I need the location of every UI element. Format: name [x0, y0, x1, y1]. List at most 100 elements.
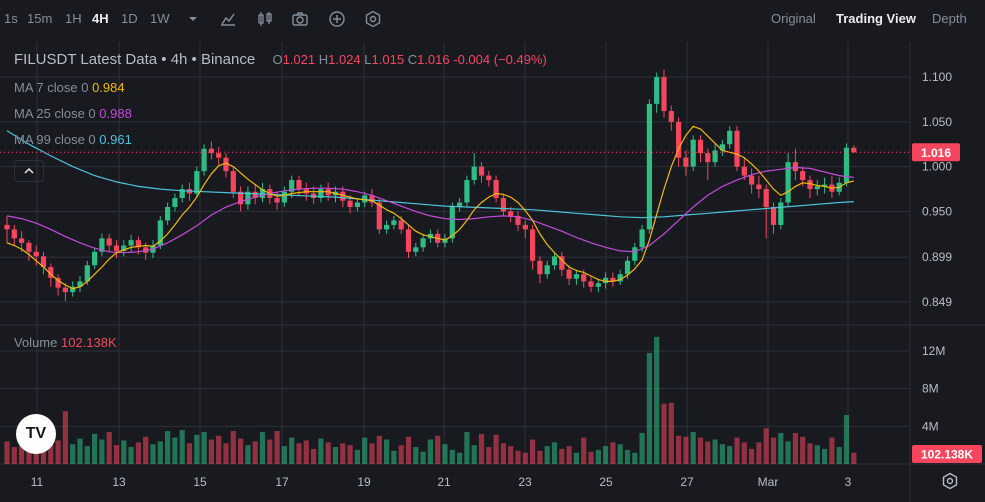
interval-1h[interactable]: 1H [65, 11, 82, 26]
volume-bar [223, 443, 229, 464]
volume-bar [121, 440, 127, 464]
candle-body [661, 77, 667, 112]
candle-body [84, 265, 90, 282]
candle-body [705, 153, 711, 163]
volume-bar [442, 444, 448, 464]
candle-body [595, 283, 601, 287]
time-tick-label: 15 [193, 475, 207, 489]
volume-bar [544, 446, 550, 464]
view-depth[interactable]: Depth [932, 11, 967, 26]
add-icon[interactable] [328, 10, 346, 28]
interval-15m[interactable]: 15m [27, 11, 53, 26]
volume-tick-label: 8M [922, 382, 939, 396]
candle-body [238, 191, 244, 205]
candle-body [478, 166, 485, 176]
ma7-value: 0.984 [92, 80, 125, 95]
ma25-label: MA 25 close 0 [14, 106, 96, 121]
indicators-icon[interactable] [219, 10, 237, 28]
volume-bar [325, 442, 331, 464]
volume-bar [165, 431, 171, 464]
volume-bar [77, 438, 83, 464]
interval-4h[interactable]: 4H [92, 11, 109, 26]
volume-bar [457, 452, 463, 464]
price-tick-label: 1.100 [922, 70, 952, 84]
volume-label: Volume [14, 335, 58, 350]
volume-bar [807, 443, 813, 464]
view-original[interactable]: Original [771, 11, 816, 26]
volume-bar [851, 452, 857, 464]
candle-body [719, 144, 725, 151]
candle-body [194, 171, 200, 194]
interval-1s[interactable]: 1s [4, 11, 18, 26]
volume-bar [92, 433, 98, 464]
candle-body [384, 224, 390, 230]
view-trading-view[interactable]: Trading View [836, 11, 916, 26]
volume-value: 102.138K [61, 335, 117, 350]
candle-body [654, 77, 660, 104]
camera-icon[interactable] [291, 10, 309, 28]
volume-bar [376, 435, 382, 464]
ma25-legend: MA 25 close 0 0.988 [14, 106, 132, 121]
chart-canvas[interactable]: 1.100 1.050 1.000 0.950 0.899 0.849 12M 8M 4M 11 1… [0, 38, 985, 502]
volume-bar [128, 447, 134, 464]
volume-bar [201, 431, 207, 464]
volume-bar [40, 449, 47, 464]
price-tick-label: 0.849 [922, 295, 952, 309]
candle-body [245, 191, 251, 205]
legend-collapse-button[interactable] [14, 160, 44, 182]
candle-body [420, 238, 426, 248]
volume-bar [464, 431, 470, 464]
volume-bars [4, 336, 857, 464]
candle-body [566, 269, 572, 279]
volume-bar [216, 435, 222, 464]
candle-body [500, 198, 506, 212]
volume-bar [172, 437, 178, 464]
candle-body [318, 189, 324, 199]
volume-bar [150, 444, 156, 464]
interval-1w[interactable]: 1W [150, 11, 170, 26]
tradingview-logo[interactable]: TV [16, 414, 56, 454]
candle-body [113, 245, 120, 251]
volume-bar [186, 443, 193, 464]
high-label: H [318, 52, 329, 67]
volume-bar [267, 439, 273, 464]
volume-bar [135, 442, 141, 464]
chart-title: FILUSDT Latest Data • 4h • Binance [14, 51, 256, 68]
candle-body [727, 130, 733, 145]
candle-body [749, 175, 755, 185]
candle-body [135, 240, 141, 248]
candle-body [668, 111, 674, 122]
volume-bar [843, 415, 850, 464]
price-tick-label: 0.950 [922, 204, 952, 218]
chevron-down-icon[interactable] [184, 10, 202, 28]
candle-body [508, 211, 514, 216]
close-value: 1.016 [417, 52, 450, 67]
volume-bar [581, 437, 587, 464]
volume-bar [413, 447, 419, 464]
ma25-line [6, 166, 854, 254]
candle-body [588, 281, 594, 287]
ma25-value: 0.988 [99, 106, 132, 121]
volume-bar [143, 436, 149, 464]
interval-1d[interactable]: 1D [121, 11, 138, 26]
volume-bar [741, 442, 747, 464]
candle-body [208, 148, 214, 154]
volume-bar [646, 352, 652, 464]
volume-bar [405, 436, 412, 464]
volume-bar [252, 441, 258, 464]
volume-bar [515, 450, 521, 464]
settings-gear-icon[interactable] [364, 10, 382, 28]
candle-body [157, 220, 163, 246]
volume-bar [697, 437, 704, 464]
candle-body [179, 189, 185, 199]
logo-text: TV [25, 425, 47, 442]
volume-bar [471, 445, 477, 464]
volume-bar [347, 445, 353, 464]
candle-body [106, 238, 112, 246]
settings-icon[interactable] [941, 472, 959, 490]
candle-body [405, 229, 412, 252]
volume-bar [705, 441, 711, 464]
volume-bar [770, 437, 777, 464]
candle-type-icon[interactable] [256, 10, 274, 28]
candle-body [4, 224, 10, 230]
